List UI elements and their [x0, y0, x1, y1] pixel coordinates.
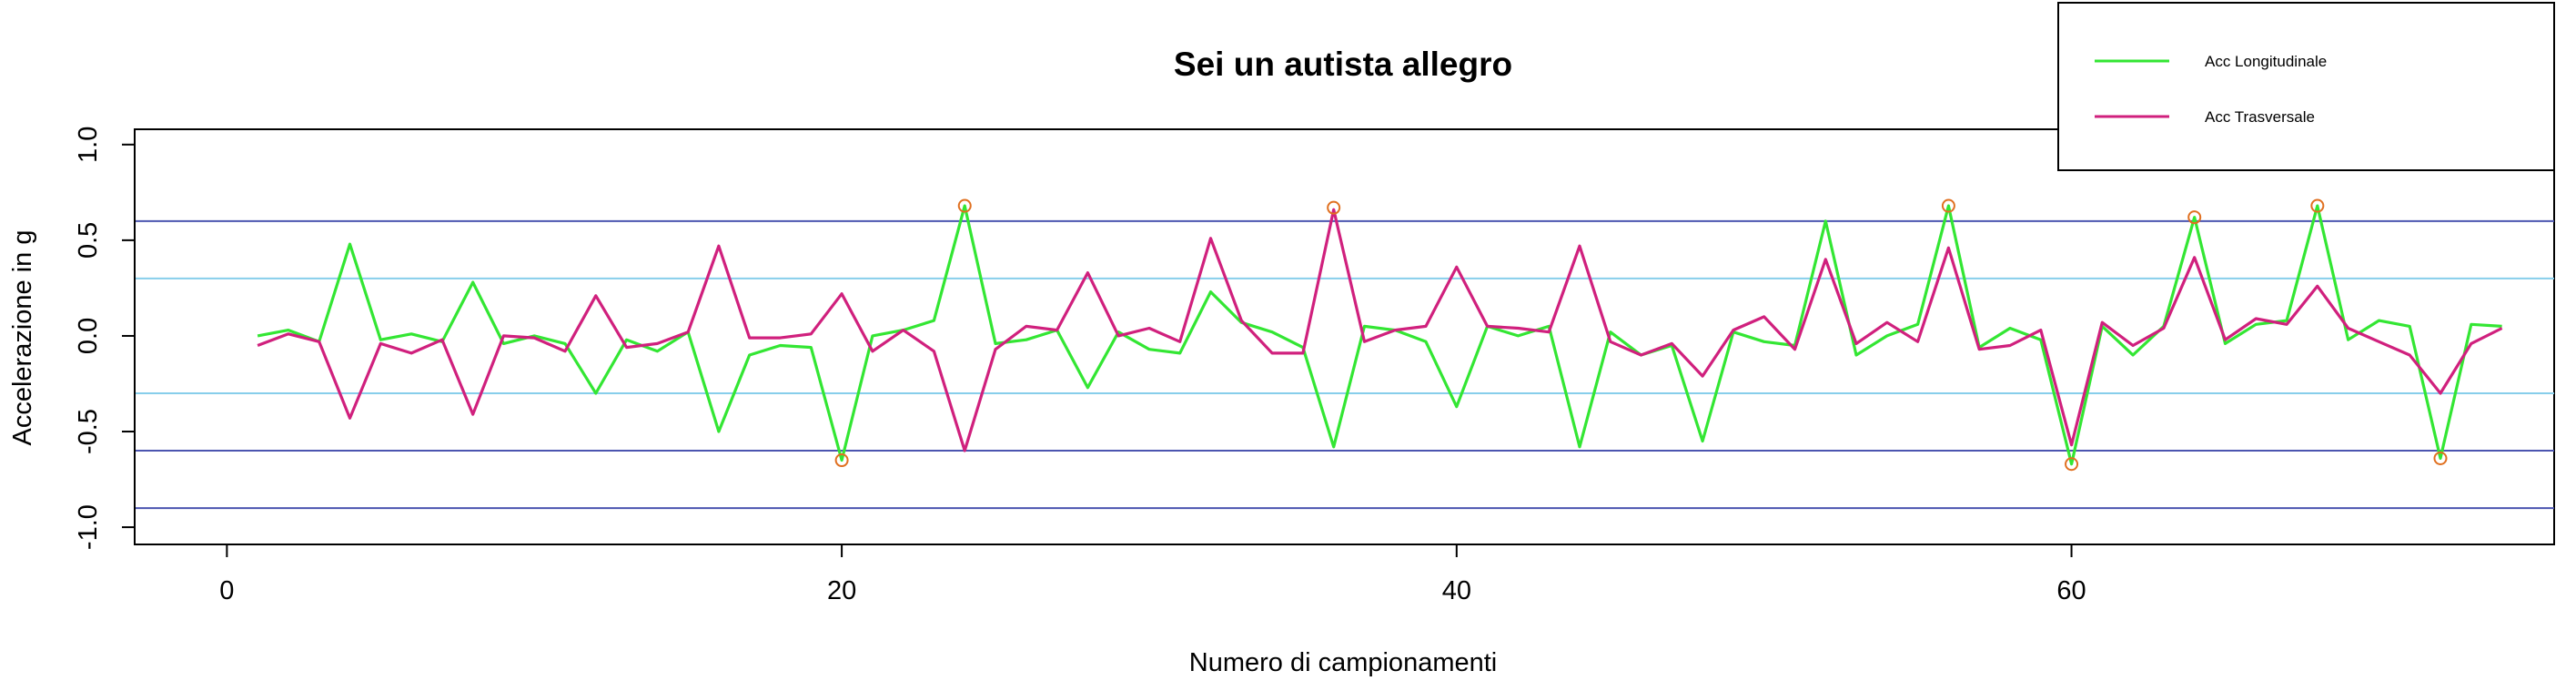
highlight-points: [834, 198, 2448, 472]
highlight-point-4: [2065, 457, 2079, 472]
series-line-0: [257, 204, 2502, 466]
x-axis-label: Numero di campionamenti: [1189, 648, 1497, 677]
highlight-point-0: [834, 453, 849, 468]
x-tick-label-3: 60: [2056, 576, 2086, 605]
x-tick-label-1: 20: [827, 576, 856, 605]
legend: Acc Longitudinale Acc Trasversale: [2057, 2, 2555, 171]
reference-lines: [135, 219, 2554, 510]
highlight-point-6: [2310, 198, 2325, 213]
x-axis: 0 20 40 60: [196, 544, 2086, 605]
y-tick-label-4: -1.0: [74, 504, 103, 550]
y-tick-label-0: 1.0: [74, 127, 103, 163]
series-line-1: [257, 208, 2503, 452]
highlight-point-1: [957, 198, 972, 213]
highlight-point-5: [2187, 210, 2202, 225]
x-tick-label-2: 40: [1442, 576, 1471, 605]
y-axis: 1.0 0.5 0.0 -0.5 -1.0: [74, 127, 136, 550]
highlight-point-3: [1941, 198, 1955, 213]
plot-box: [134, 128, 2555, 545]
highlight-point-7: [2433, 451, 2448, 465]
y-tick-label-1: 0.5: [74, 222, 103, 259]
series-lines: [257, 204, 2503, 466]
legend-label-longitudinale: Acc Longitudinale: [2205, 53, 2327, 70]
legend-box: [2057, 2, 2555, 171]
x-tick-label-0: 0: [219, 576, 234, 605]
y-axis-label: Accelerazione in g: [8, 230, 37, 446]
y-tick-label-2: 0.0: [74, 318, 103, 354]
chart-title: Sei un autista allegro: [1174, 46, 1512, 83]
y-tick-label-3: -0.5: [74, 409, 103, 454]
highlight-point-2: [1327, 200, 1341, 215]
legend-label-trasversale: Acc Trasversale: [2205, 108, 2315, 126]
